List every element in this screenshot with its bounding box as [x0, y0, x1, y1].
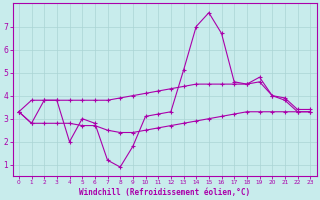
X-axis label: Windchill (Refroidissement éolien,°C): Windchill (Refroidissement éolien,°C) [79, 188, 250, 197]
